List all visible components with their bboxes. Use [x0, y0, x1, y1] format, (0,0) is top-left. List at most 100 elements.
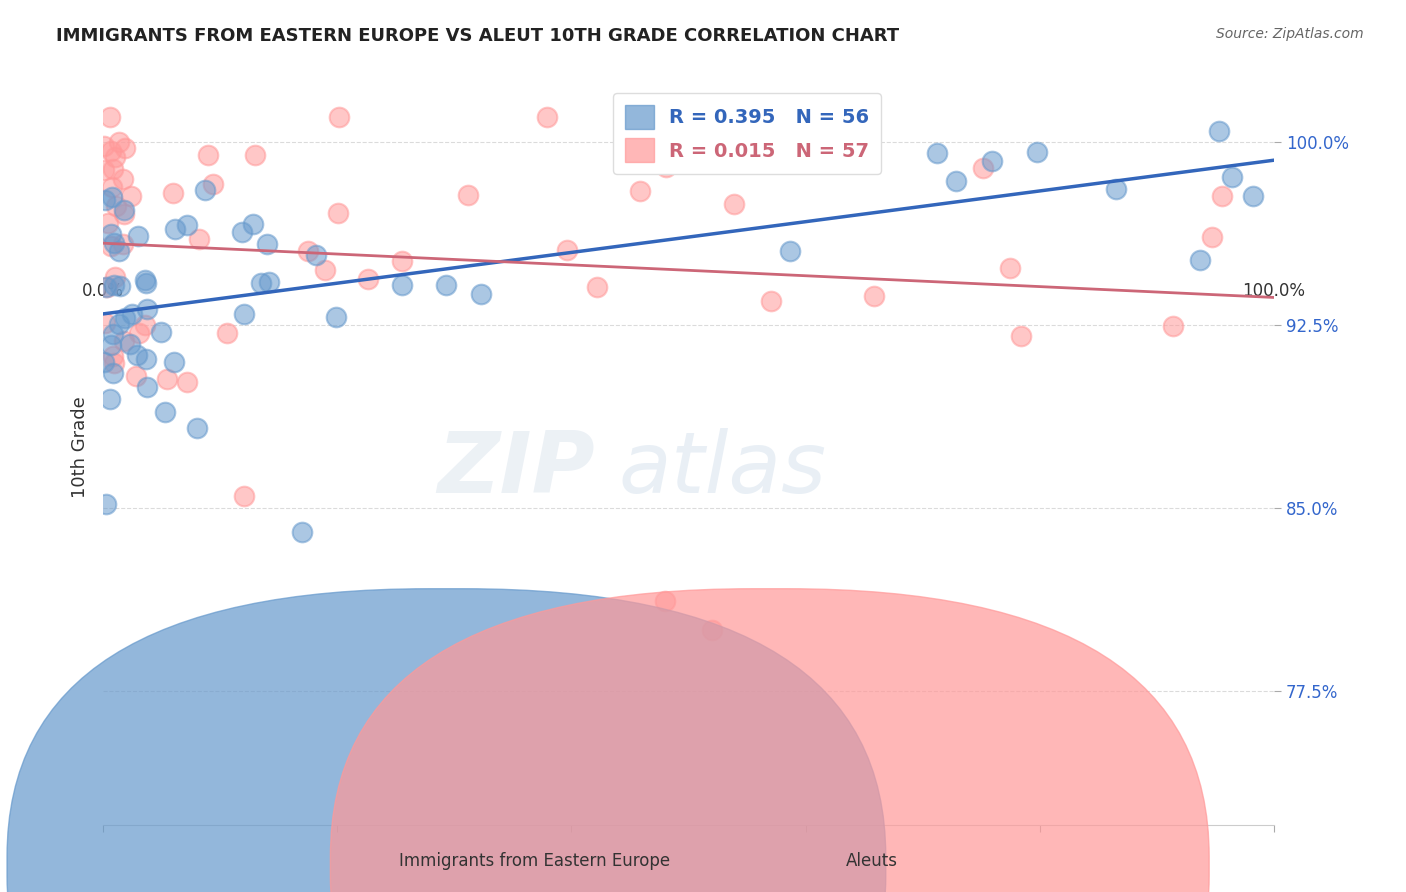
Aleuts — [297, 244, 319, 258]
Immigrants from Eastern Europe — [114, 203, 136, 218]
Aleuts — [93, 316, 115, 330]
Immigrants from Eastern Europe — [945, 174, 967, 188]
Aleuts — [162, 186, 184, 200]
Aleuts — [176, 375, 198, 389]
Immigrants from Eastern Europe — [1220, 169, 1243, 184]
Text: Aleuts: Aleuts — [846, 852, 897, 870]
Text: atlas: atlas — [619, 428, 827, 511]
Immigrants from Eastern Europe — [256, 236, 278, 251]
Aleuts — [202, 177, 225, 191]
Aleuts — [628, 185, 651, 199]
Immigrants from Eastern Europe — [100, 338, 122, 352]
Aleuts — [761, 294, 783, 309]
Immigrants from Eastern Europe — [136, 301, 159, 316]
Immigrants from Eastern Europe — [1026, 145, 1049, 160]
Immigrants from Eastern Europe — [136, 380, 159, 394]
Aleuts — [134, 318, 156, 332]
FancyBboxPatch shape — [330, 589, 1209, 892]
Aleuts — [1163, 318, 1185, 333]
Immigrants from Eastern Europe — [108, 279, 131, 293]
Aleuts — [555, 243, 578, 257]
Immigrants from Eastern Europe — [96, 497, 118, 511]
Aleuts — [125, 368, 148, 383]
Immigrants from Eastern Europe — [94, 193, 117, 207]
Immigrants from Eastern Europe — [434, 277, 457, 292]
Aleuts — [328, 111, 350, 125]
Immigrants from Eastern Europe — [127, 229, 149, 244]
Aleuts — [998, 260, 1021, 275]
Aleuts — [111, 171, 134, 186]
Immigrants from Eastern Europe — [108, 317, 131, 331]
Immigrants from Eastern Europe — [94, 280, 117, 294]
Immigrants from Eastern Europe — [325, 310, 347, 324]
Immigrants from Eastern Europe — [103, 235, 125, 250]
Immigrants from Eastern Europe — [153, 405, 176, 419]
Immigrants from Eastern Europe — [176, 218, 198, 232]
Aleuts — [536, 111, 558, 125]
Aleuts — [197, 147, 219, 161]
Immigrants from Eastern Europe — [101, 366, 124, 380]
Aleuts — [112, 334, 135, 348]
Text: 0.0%: 0.0% — [82, 282, 124, 300]
Aleuts — [93, 138, 115, 153]
Immigrants from Eastern Europe — [193, 183, 215, 197]
Aleuts — [863, 289, 886, 303]
Immigrants from Eastern Europe — [1241, 189, 1264, 203]
Immigrants from Eastern Europe — [134, 273, 156, 287]
Aleuts — [655, 161, 678, 175]
Y-axis label: 10th Grade: 10th Grade — [72, 396, 89, 498]
Immigrants from Eastern Europe — [233, 307, 256, 321]
Text: Source: ZipAtlas.com: Source: ZipAtlas.com — [1216, 27, 1364, 41]
Immigrants from Eastern Europe — [1105, 182, 1128, 196]
Aleuts — [1201, 230, 1223, 244]
Immigrants from Eastern Europe — [118, 337, 141, 351]
Aleuts — [243, 148, 266, 162]
Text: 100.0%: 100.0% — [1243, 282, 1306, 300]
Immigrants from Eastern Europe — [135, 276, 157, 290]
Immigrants from Eastern Europe — [1208, 123, 1230, 137]
Text: IMMIGRANTS FROM EASTERN EUROPE VS ALEUT 10TH GRADE CORRELATION CHART: IMMIGRANTS FROM EASTERN EUROPE VS ALEUT … — [56, 27, 900, 45]
Aleuts — [103, 150, 125, 164]
Aleuts — [654, 594, 676, 608]
Aleuts — [103, 356, 125, 370]
Aleuts — [96, 279, 118, 293]
Immigrants from Eastern Europe — [108, 244, 131, 258]
Immigrants from Eastern Europe — [231, 225, 253, 239]
Immigrants from Eastern Europe — [135, 352, 157, 367]
Aleuts — [1010, 329, 1032, 343]
Immigrants from Eastern Europe — [101, 326, 124, 341]
Aleuts — [120, 189, 142, 203]
Immigrants from Eastern Europe — [1189, 252, 1212, 267]
Text: Immigrants from Eastern Europe: Immigrants from Eastern Europe — [399, 852, 669, 870]
Immigrants from Eastern Europe — [101, 190, 124, 204]
Immigrants from Eastern Europe — [690, 147, 713, 161]
Immigrants from Eastern Europe — [121, 307, 143, 321]
Aleuts — [97, 216, 120, 230]
Legend: R = 0.395   N = 56, R = 0.015   N = 57: R = 0.395 N = 56, R = 0.015 N = 57 — [613, 94, 882, 174]
Immigrants from Eastern Europe — [980, 154, 1002, 169]
Text: ZIP: ZIP — [437, 428, 595, 511]
Aleuts — [188, 232, 211, 246]
Aleuts — [314, 263, 336, 277]
Aleuts — [217, 326, 239, 340]
Aleuts — [100, 239, 122, 253]
Aleuts — [700, 623, 723, 637]
Immigrants from Eastern Europe — [391, 278, 413, 293]
Immigrants from Eastern Europe — [98, 392, 121, 407]
Aleuts — [108, 136, 131, 150]
Aleuts — [114, 141, 136, 155]
Immigrants from Eastern Europe — [149, 326, 172, 340]
FancyBboxPatch shape — [7, 589, 886, 892]
Aleuts — [156, 372, 179, 386]
Immigrants from Eastern Europe — [103, 277, 125, 292]
Aleuts — [112, 207, 135, 221]
Immigrants from Eastern Europe — [925, 146, 948, 161]
Aleuts — [723, 196, 745, 211]
Aleuts — [586, 280, 609, 294]
Aleuts — [972, 161, 994, 175]
Aleuts — [391, 254, 413, 268]
Aleuts — [101, 162, 124, 177]
Immigrants from Eastern Europe — [291, 525, 314, 540]
Aleuts — [100, 111, 122, 125]
Aleuts — [105, 199, 128, 213]
